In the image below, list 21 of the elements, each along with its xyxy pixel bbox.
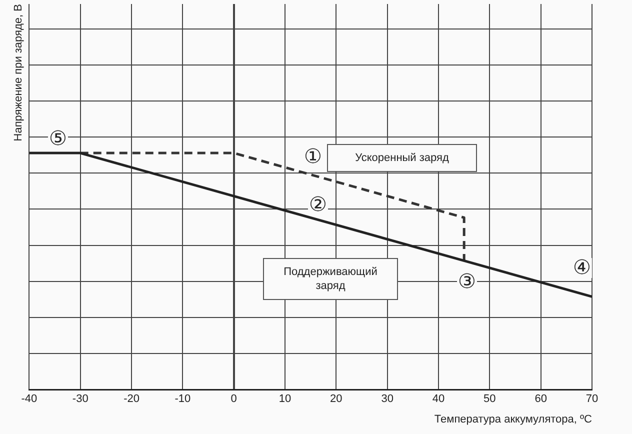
x-tick-label: 30: [381, 393, 394, 406]
x-tick-label: -10: [174, 393, 191, 406]
annotation: ②: [308, 194, 328, 216]
x-tick-label: 70: [586, 393, 598, 406]
x-tick-label: 0: [230, 393, 237, 406]
x-tick-label: -20: [124, 393, 140, 406]
label-box: Ускоренный заряд: [327, 144, 477, 172]
x-tick-label: 50: [484, 393, 496, 406]
x-tick-label: 10: [278, 393, 292, 406]
label-box: Поддерживающий заряд: [263, 258, 398, 300]
x-tick-label: 40: [432, 393, 445, 406]
x-tick-label: 60: [534, 393, 547, 406]
text: ⑤: [48, 128, 68, 150]
x-tick-label: -40: [21, 393, 38, 406]
x-axis-title: Температура аккумулятора, ºC: [434, 413, 592, 426]
x-tick-label: -30: [72, 393, 88, 406]
annotation: ③: [457, 271, 477, 293]
y-axis-title: Напряжение при заряде, В: [12, 4, 25, 142]
annotation: ④: [572, 257, 592, 279]
x-tick-label: 20: [330, 393, 342, 406]
annotation: ①: [303, 146, 323, 168]
